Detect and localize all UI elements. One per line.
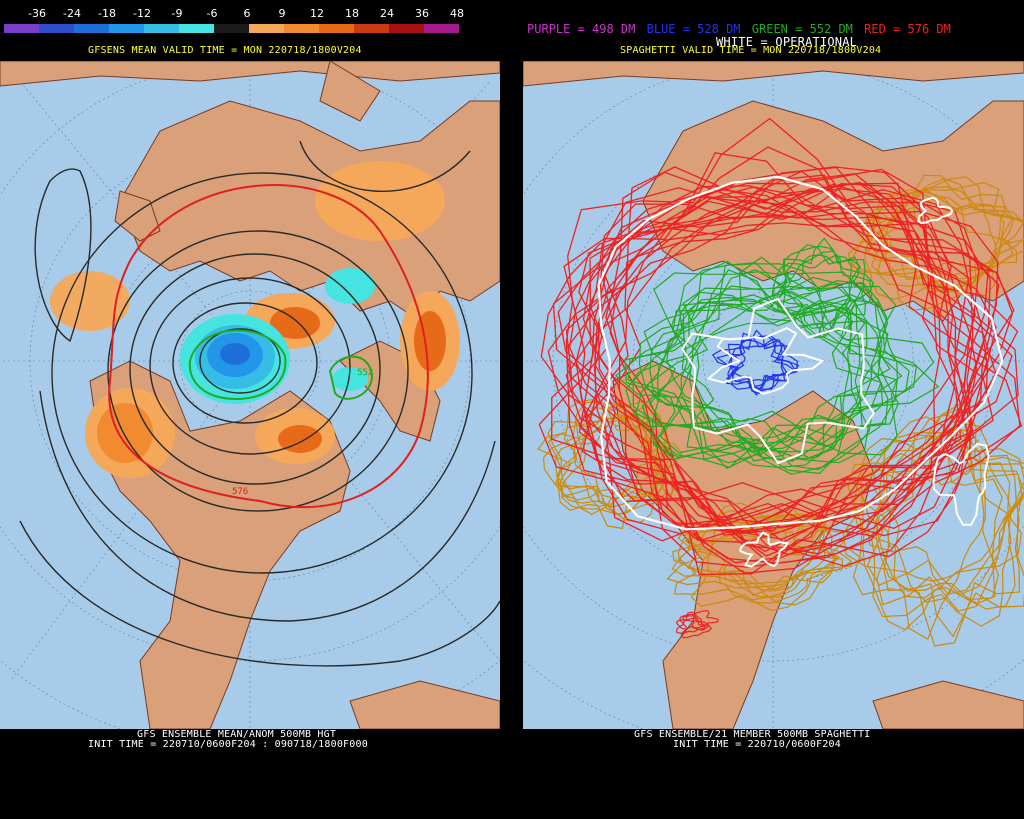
spaghetti-contour xyxy=(842,432,1022,582)
spaghetti-contour xyxy=(774,244,861,325)
spaghetti-contour xyxy=(594,182,941,526)
colorbar-label: -24 xyxy=(63,7,81,20)
552-label: 552 xyxy=(357,368,373,378)
spaghetti-contour xyxy=(641,286,891,451)
contour-legend: PURPLE = 498 DM BLUE = 528 DM GREEN = 55… xyxy=(527,23,955,36)
legend-red: RED = 576 DM xyxy=(864,22,951,36)
legend-purple: PURPLE = 498 DM xyxy=(527,22,636,36)
colorbar-swatch xyxy=(179,24,214,33)
spaghetti-contour xyxy=(739,531,790,568)
spaghetti-contour xyxy=(666,262,889,462)
colorbar-label: -6 xyxy=(206,7,218,20)
spaghetti-contour xyxy=(777,245,874,316)
anomaly-colorbar xyxy=(4,24,459,33)
colorbar-label: -9 xyxy=(171,7,183,20)
spaghetti-contour xyxy=(614,271,903,445)
spaghetti-contours xyxy=(537,117,1024,647)
spaghetti-contour xyxy=(563,152,970,555)
spaghetti-contour xyxy=(917,196,954,225)
colorbar-label: 36 xyxy=(415,7,429,20)
spaghetti-contour xyxy=(852,433,1003,640)
operational-label: WHITE = OPERATIONAL xyxy=(716,35,858,49)
spaghetti-map xyxy=(523,61,1024,729)
spaghetti-contour xyxy=(593,182,978,567)
colorbar-swatch xyxy=(249,24,284,33)
colorbar-swatch xyxy=(424,24,459,33)
spaghetti-contour xyxy=(625,294,869,464)
spaghetti-contour xyxy=(847,196,1014,311)
spaghetti-contour xyxy=(551,210,989,524)
legend-blue: BLUE = 528 DM xyxy=(646,22,741,36)
panel-divider xyxy=(500,0,523,819)
552-contour xyxy=(188,329,287,401)
spaghetti-contour xyxy=(561,417,677,515)
left-footer-line2: INIT TIME = 220710/0600F204 : 090718/180… xyxy=(88,739,368,750)
colorbar-swatch xyxy=(354,24,389,33)
colorbar-label: 18 xyxy=(345,7,359,20)
spaghetti-contour xyxy=(670,276,899,453)
spaghetti-contour xyxy=(680,617,713,639)
colorbar-swatch xyxy=(39,24,74,33)
spaghetti-contour xyxy=(644,285,940,453)
left-title: GFSENS MEAN VALID TIME = MON 220718/1800… xyxy=(88,45,362,56)
spaghetti-contour xyxy=(565,188,1021,568)
spaghetti-contour xyxy=(609,199,997,544)
spaghetti-contour xyxy=(672,256,910,446)
spaghetti-contour xyxy=(588,185,999,532)
spaghetti-contour xyxy=(687,513,863,585)
576-contour xyxy=(108,184,429,509)
spaghetti-contour xyxy=(725,340,800,392)
spaghetti-contour xyxy=(681,300,918,471)
height-contours xyxy=(19,140,500,667)
spaghetti-contour xyxy=(597,175,1004,531)
colorbar-swatch xyxy=(74,24,109,33)
colorbar-label: 12 xyxy=(310,7,324,20)
spaghetti-contour xyxy=(597,196,991,574)
spaghetti-contour xyxy=(547,171,975,553)
colorbar-swatch xyxy=(389,24,424,33)
right-footer-line2: INIT TIME = 220710/0600F204 xyxy=(673,739,841,750)
legend-green: GREEN = 552 DM xyxy=(751,22,853,36)
spaghetti-contour xyxy=(883,427,1023,638)
colorbar-label: -12 xyxy=(133,7,151,20)
colorbar-swatch xyxy=(109,24,144,33)
spaghetti-contour xyxy=(875,434,1024,647)
right-title: SPAGHETTI VALID TIME = MON 220718/1800V2… xyxy=(620,45,882,56)
spaghetti-contour xyxy=(557,166,1015,521)
spaghetti-contour xyxy=(771,255,852,339)
colorbar-label: -18 xyxy=(98,7,116,20)
spaghetti-contour xyxy=(671,509,830,592)
spaghetti-contour xyxy=(581,168,1013,556)
colorbar-label: 48 xyxy=(450,7,464,20)
spaghetti-contour xyxy=(552,166,1019,533)
colorbar-swatch xyxy=(4,24,39,33)
spaghetti-contour xyxy=(850,189,1014,290)
spaghetti-contour xyxy=(876,185,1024,288)
spaghetti-panel: PURPLE = 498 DM BLUE = 528 DM GREEN = 55… xyxy=(523,0,1024,819)
right-footer-line1: GFS ENSEMBLE/21 MEMBER 500MB SPAGHETTI xyxy=(634,729,871,740)
552-contour-east xyxy=(328,355,374,400)
colorbar-swatch xyxy=(284,24,319,33)
spaghetti-contour xyxy=(688,502,828,592)
spaghetti-contour xyxy=(711,334,796,390)
spaghetti-contour xyxy=(635,285,889,462)
colorbar-label: 6 xyxy=(243,7,251,20)
colorbar-label: -36 xyxy=(28,7,46,20)
spaghetti-contour xyxy=(932,442,990,526)
spaghetti-contour xyxy=(681,297,875,465)
left-footer-line1: GFS ENSEMBLE MEAN/ANOM 500MB HGT xyxy=(137,729,337,740)
spaghetti-contour xyxy=(666,514,841,601)
colorbar-label: 24 xyxy=(380,7,394,20)
anomaly-shading xyxy=(50,161,460,478)
colorbar-label: 9 xyxy=(278,7,286,20)
576-label: 576 xyxy=(232,487,248,497)
colorbar-labels: -36 -24 -18 -12 -9 -6 6 9 12 18 24 36 48 xyxy=(0,8,500,20)
ensemble-mean-panel: -36 -24 -18 -12 -9 -6 6 9 12 18 24 36 48 GFSENS MEAN… xyxy=(0,0,500,819)
ensemble-mean-map: 552 576 xyxy=(0,61,500,729)
spaghetti-contour xyxy=(578,182,1019,576)
colorbar-swatch xyxy=(319,24,354,33)
colorbar-swatch xyxy=(144,24,179,33)
spaghetti-contour xyxy=(706,326,825,395)
colorbar-swatch xyxy=(214,24,249,33)
